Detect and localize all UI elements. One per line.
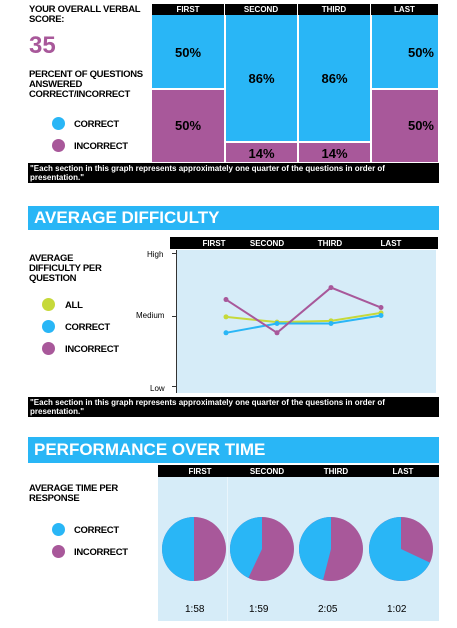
- point-correct-3: [378, 313, 384, 319]
- bar-incorrect-last: 50%: [372, 90, 438, 162]
- perf-col-last: LAST: [386, 466, 420, 477]
- bar-correct-third: 86%: [299, 15, 370, 141]
- correct-legend-icon-2: [42, 320, 55, 333]
- incorrect-legend-icon: [52, 139, 65, 152]
- incorrect-legend-label-3: INCORRECT: [74, 547, 128, 558]
- line-correct: [225, 314, 382, 334]
- performance-pies: [162, 517, 433, 581]
- correct-legend-icon-3: [52, 523, 65, 536]
- bar-correct-first-label: 50%: [174, 45, 202, 60]
- bar-incorrect-first: 50%: [152, 90, 224, 162]
- point-correct-1: [274, 320, 280, 326]
- time-last: 1:02: [387, 604, 407, 615]
- perf-col-third: THIRD: [316, 466, 356, 477]
- bar-correct-first: 50%: [152, 15, 224, 88]
- time-second: 1:59: [249, 604, 269, 615]
- verbal-col-first: FIRST: [152, 4, 224, 15]
- bar-incorrect-second: 14%: [226, 143, 297, 162]
- bar-incorrect-last-label: 50%: [407, 118, 434, 133]
- incorrect-legend-icon-2: [42, 342, 55, 355]
- bar-correct-third-label: 86%: [321, 71, 348, 86]
- pie-2-correct: [299, 517, 331, 580]
- difficulty-label: AVERAGE DIFFICULTY PER QUESTION: [29, 253, 102, 284]
- bar-correct-second: 86%: [226, 15, 297, 141]
- bar-incorrect-third-label: 14%: [321, 146, 348, 161]
- pie-3-correct: [369, 517, 430, 581]
- incorrect-legend-label-2: INCORRECT: [65, 344, 119, 355]
- perf-col-second: SECOND: [244, 466, 290, 477]
- incorrect-legend-label: INCORRECT: [74, 141, 128, 152]
- diff-col-first: FIRST: [196, 238, 232, 249]
- difficulty-footnote: "Each section in this graph represents a…: [28, 397, 439, 417]
- y-label-high: High: [147, 250, 164, 259]
- point-correct-0: [223, 330, 229, 336]
- point-incorrect-2: [328, 285, 334, 291]
- correct-legend-label-2: CORRECT: [65, 322, 110, 333]
- perf-col-first: FIRST: [180, 466, 220, 477]
- overall-score: 35: [29, 32, 56, 59]
- performance-header-bar: [158, 465, 439, 477]
- difficulty-header-bar: [170, 237, 438, 249]
- line-all: [225, 311, 382, 324]
- incorrect-legend-icon-3: [52, 545, 65, 558]
- performance-banner: PERFORMANCE OVER TIME: [28, 437, 439, 463]
- point-incorrect-3: [378, 305, 384, 311]
- y-tick-low: [172, 386, 176, 387]
- y-tick-high: [172, 253, 176, 254]
- correct-legend-label-3: CORRECT: [74, 525, 119, 536]
- bar-incorrect-second-label: 14%: [248, 146, 275, 161]
- time-third: 2:05: [318, 604, 338, 615]
- verbal-col-second: SECOND: [225, 4, 297, 15]
- verbal-footnote: "Each section in this graph represents a…: [28, 163, 439, 183]
- bar-correct-last-label: 50%: [407, 45, 434, 60]
- correct-legend-icon: [52, 117, 65, 130]
- difficulty-banner: AVERAGE DIFFICULTY: [28, 206, 439, 230]
- verbal-col-third: THIRD: [298, 4, 370, 15]
- all-legend-label: ALL: [65, 300, 83, 311]
- time-label: AVERAGE TIME PER RESPONSE: [29, 483, 118, 504]
- pie-1-correct: [230, 517, 262, 578]
- all-legend-icon: [42, 298, 55, 311]
- overall-score-label: YOUR OVERALL VERBAL SCORE:: [29, 4, 141, 25]
- percent-label: PERCENT OF QUESTIONS ANSWERED CORRECT/IN…: [29, 69, 143, 100]
- correct-legend-label: CORRECT: [74, 119, 119, 130]
- diff-col-last: LAST: [374, 238, 408, 249]
- bar-correct-last: 50%: [372, 15, 438, 88]
- point-correct-2: [328, 320, 334, 326]
- difficulty-y-axis: [176, 250, 177, 393]
- difficulty-line-chart: [223, 285, 384, 336]
- verbal-col-last: LAST: [371, 4, 438, 15]
- pie-0-correct: [162, 517, 194, 581]
- point-incorrect-1: [274, 330, 280, 336]
- bar-incorrect-first-label: 50%: [174, 118, 202, 133]
- y-tick-medium: [172, 316, 176, 317]
- diff-col-second: SECOND: [244, 238, 290, 249]
- y-label-medium: Medium: [136, 311, 165, 320]
- performance-divider: [227, 477, 228, 621]
- y-label-low: Low: [150, 384, 165, 393]
- line-incorrect: [225, 286, 382, 335]
- bar-correct-second-label: 86%: [248, 71, 275, 86]
- point-incorrect-0: [223, 297, 229, 303]
- diff-col-third: THIRD: [312, 238, 348, 249]
- bar-incorrect-third: 14%: [299, 143, 370, 162]
- time-first: 1:58: [185, 604, 205, 615]
- point-all-0: [223, 314, 229, 320]
